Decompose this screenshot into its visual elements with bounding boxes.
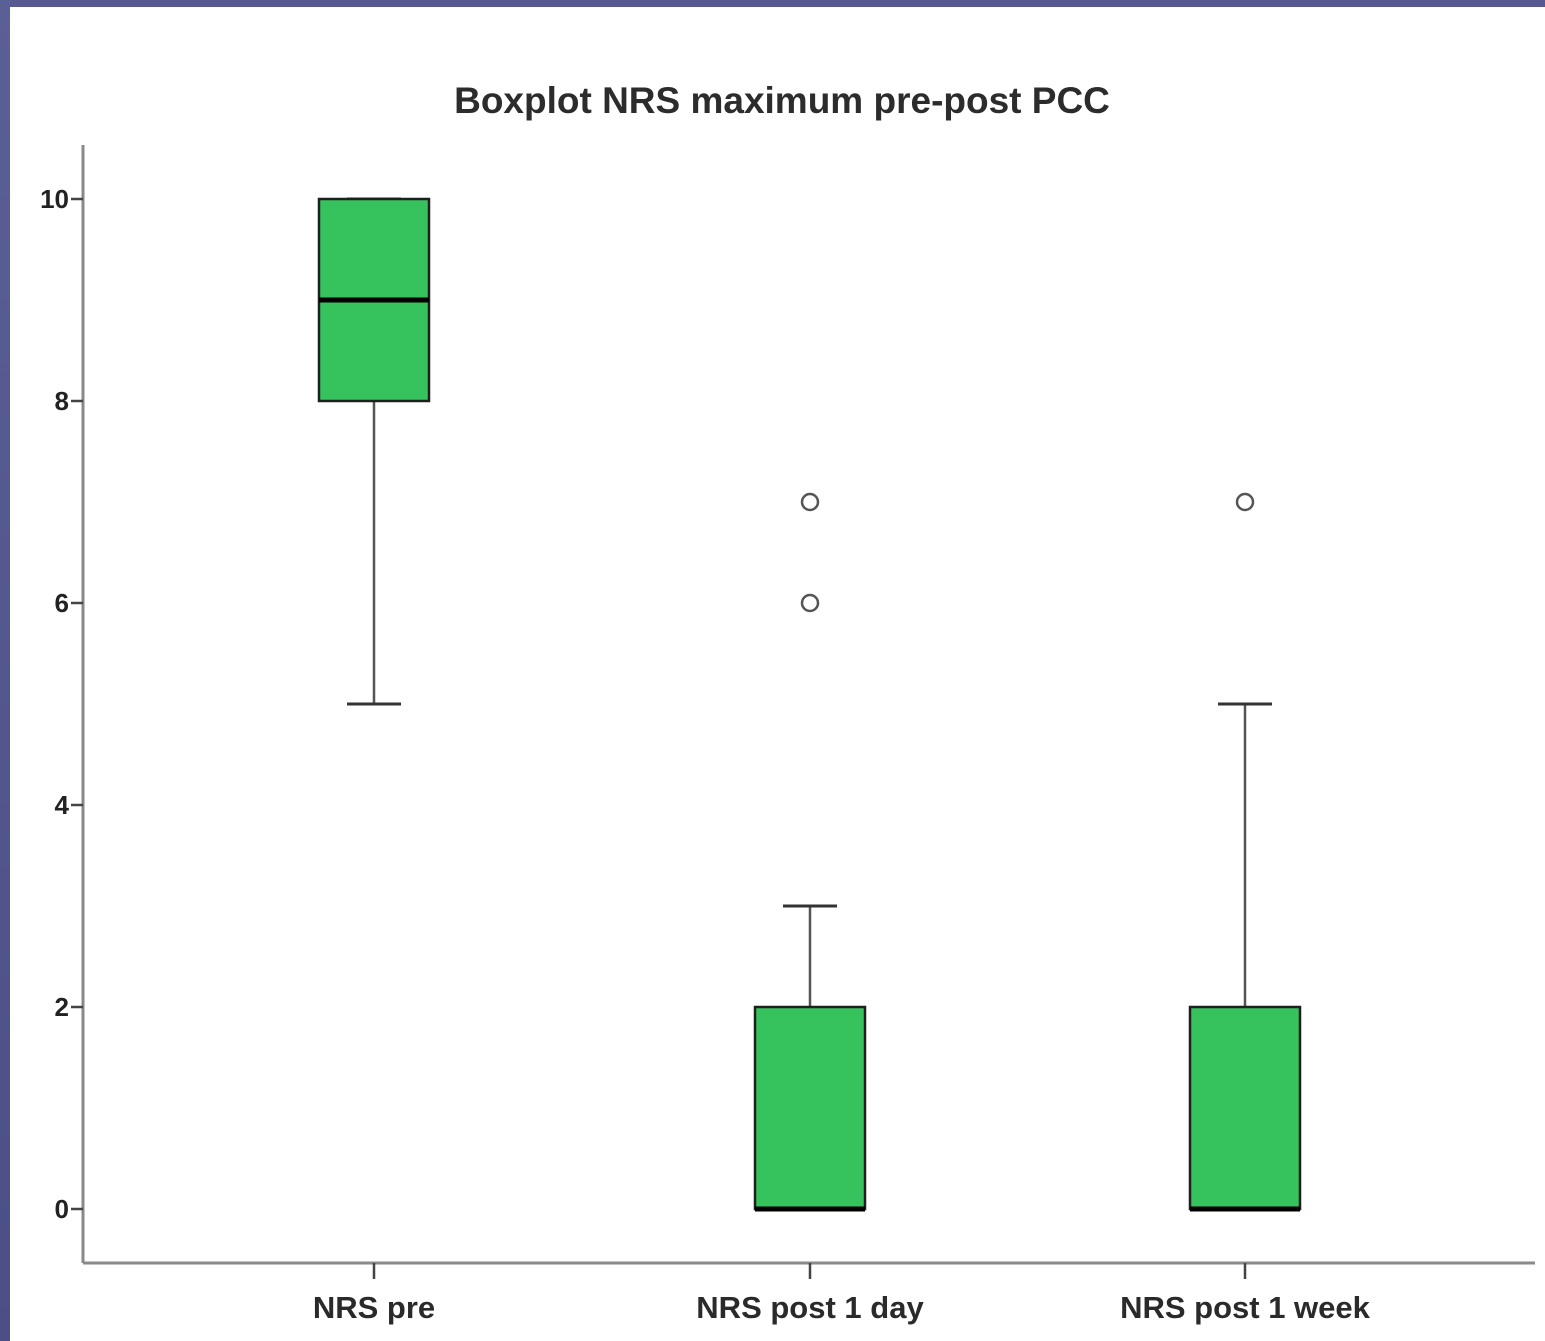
box-group [1188,492,1302,1212]
box [1188,1005,1302,1211]
x-tick-label: NRS post 1 day [696,1290,924,1325]
x-tick-label: NRS pre [313,1290,435,1325]
y-tick-label: 8 [55,386,69,416]
slide-frame-top [0,0,1545,7]
y-tick-label: 4 [55,790,70,820]
slide-frame-left [0,0,10,1341]
x-tick-label: NRS post 1 week [1120,1290,1371,1325]
y-tick-label: 6 [55,588,69,618]
outlier-point [1235,492,1255,512]
y-tick-label: 2 [55,992,69,1022]
chart-title: Boxplot NRS maximum pre-post PCC [454,80,1110,121]
box [753,1005,867,1211]
box-group [753,492,867,1212]
outlier-point [800,593,820,613]
axes: 0 2 4 6 8 10 NRS pre NRS post 1 day NRS post 1 w… [40,145,1535,1325]
outlier-point [800,492,820,512]
y-tick-label: 0 [55,1194,69,1224]
box-group [317,197,431,706]
y-tick-label: 10 [40,184,69,214]
boxes [317,197,1302,1212]
